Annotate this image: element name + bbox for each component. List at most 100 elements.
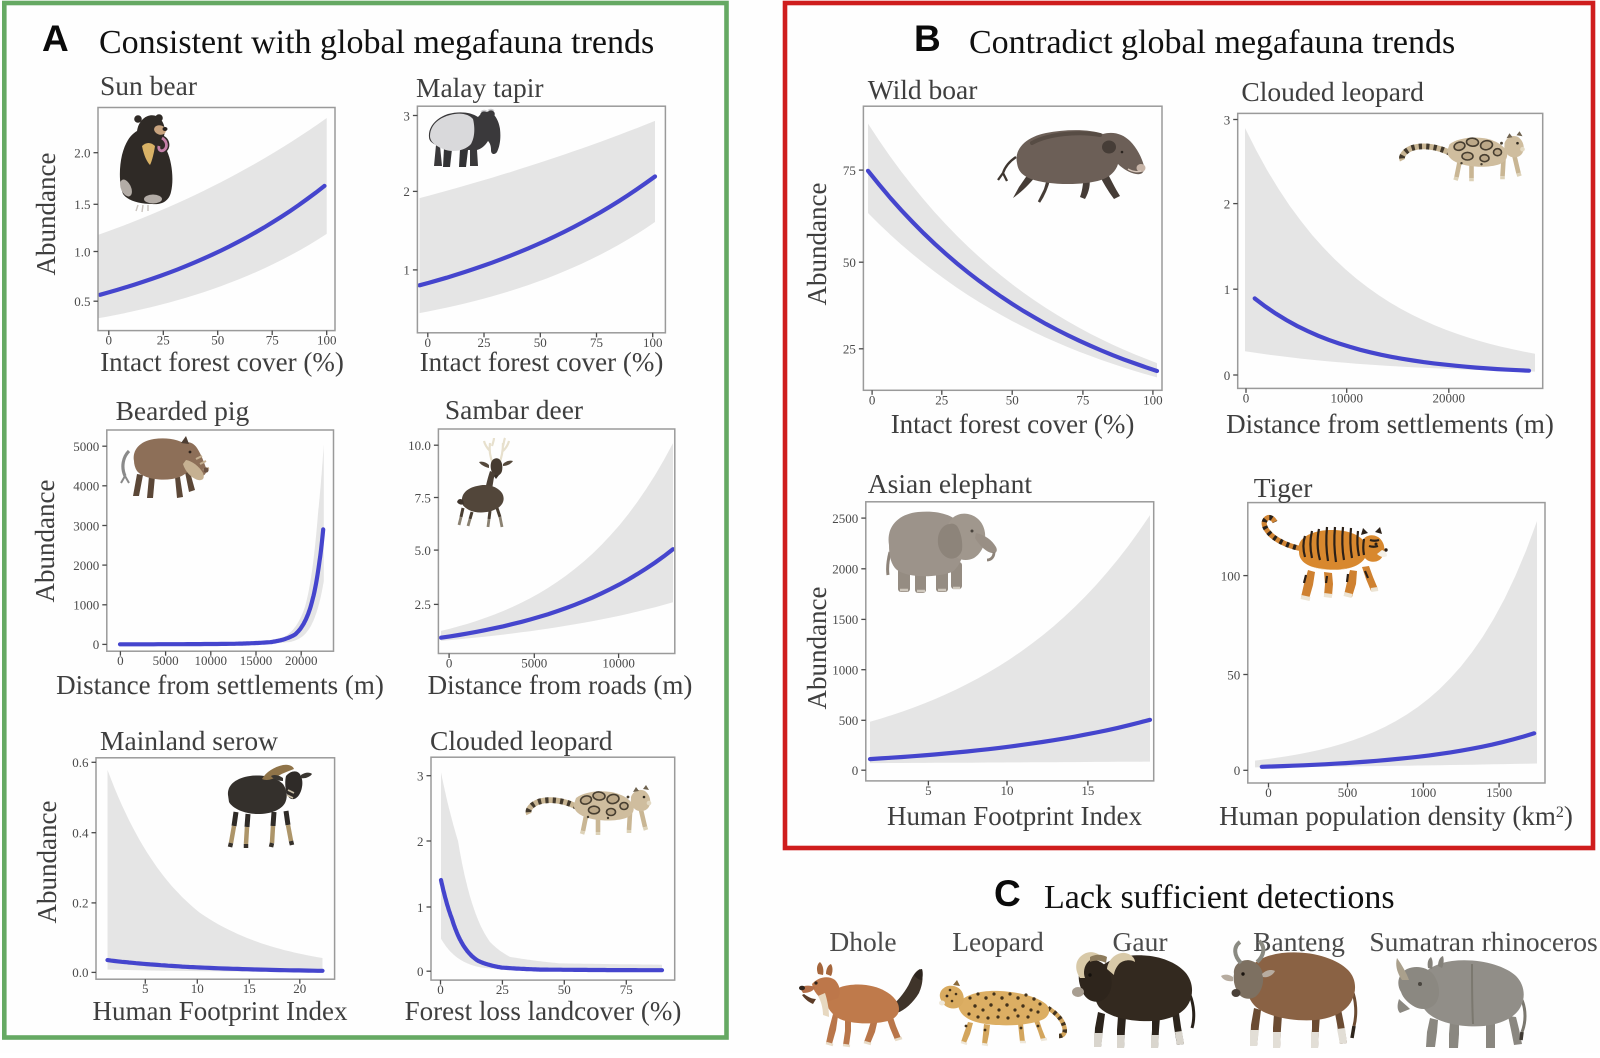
svg-text:Abundance: Abundance	[802, 183, 832, 306]
svg-text:0: 0	[417, 964, 424, 979]
svg-text:100: 100	[643, 335, 663, 350]
svg-text:Gaur: Gaur	[1113, 926, 1168, 957]
svg-text:3: 3	[403, 108, 410, 123]
svg-text:1.0: 1.0	[74, 244, 90, 259]
svg-text:25: 25	[843, 342, 856, 357]
svg-text:2.0: 2.0	[74, 146, 90, 161]
svg-text:Dhole: Dhole	[829, 926, 896, 957]
svg-text:500: 500	[1338, 785, 1358, 800]
svg-text:10: 10	[191, 981, 204, 996]
svg-text:50: 50	[558, 982, 571, 997]
svg-text:25: 25	[157, 333, 170, 348]
svg-text:C: C	[994, 873, 1021, 914]
svg-text:75: 75	[590, 335, 603, 350]
svg-text:15000: 15000	[240, 653, 273, 668]
svg-text:Abundance: Abundance	[31, 153, 61, 276]
svg-text:0: 0	[1234, 763, 1241, 778]
svg-text:0.4: 0.4	[72, 826, 89, 841]
svg-text:2: 2	[403, 184, 410, 199]
svg-text:100: 100	[1221, 568, 1241, 583]
svg-text:5000: 5000	[73, 439, 99, 454]
svg-text:0: 0	[117, 653, 124, 668]
svg-text:Banteng: Banteng	[1253, 926, 1345, 957]
svg-text:Abundance: Abundance	[32, 801, 62, 924]
svg-text:0: 0	[1243, 390, 1250, 405]
svg-text:Clouded leopard: Clouded leopard	[430, 725, 613, 756]
svg-text:10: 10	[1001, 783, 1014, 798]
svg-text:10.0: 10.0	[408, 438, 431, 453]
svg-text:0.2: 0.2	[72, 896, 88, 911]
svg-text:Leopard: Leopard	[952, 926, 1044, 957]
svg-text:Clouded leopard: Clouded leopard	[1241, 76, 1424, 107]
svg-text:15: 15	[243, 981, 256, 996]
svg-text:1: 1	[1224, 282, 1231, 297]
svg-text:0.5: 0.5	[74, 294, 90, 309]
svg-text:100: 100	[1143, 392, 1163, 407]
svg-text:Wild boar: Wild boar	[868, 74, 978, 105]
svg-text:1000: 1000	[832, 663, 858, 678]
svg-text:50: 50	[534, 335, 547, 350]
svg-text:100: 100	[317, 333, 337, 348]
svg-text:0: 0	[1224, 368, 1231, 383]
svg-text:2: 2	[1224, 196, 1231, 211]
svg-text:1000: 1000	[73, 598, 99, 613]
svg-text:2500: 2500	[832, 511, 858, 526]
svg-text:0: 0	[93, 637, 100, 652]
svg-text:75: 75	[843, 163, 856, 178]
svg-text:Distance from settlements (m): Distance from settlements (m)	[1226, 409, 1554, 439]
svg-text:1500: 1500	[1486, 785, 1512, 800]
svg-text:20000: 20000	[285, 653, 318, 668]
svg-text:Human Footprint Index: Human Footprint Index	[93, 996, 348, 1026]
svg-text:5000: 5000	[521, 656, 547, 671]
svg-text:75: 75	[620, 982, 633, 997]
svg-text:Intact forest cover (%): Intact forest cover (%)	[420, 347, 664, 377]
svg-text:2.5: 2.5	[415, 597, 431, 612]
svg-text:0: 0	[852, 763, 859, 778]
svg-text:75: 75	[1076, 392, 1089, 407]
svg-text:3: 3	[417, 769, 424, 784]
svg-text:0.0: 0.0	[72, 965, 88, 980]
svg-text:1: 1	[403, 263, 410, 278]
svg-text:Lack sufficient detections: Lack sufficient detections	[1044, 879, 1395, 916]
svg-text:0.6: 0.6	[72, 755, 89, 770]
svg-text:1000: 1000	[1410, 785, 1436, 800]
svg-text:20000: 20000	[1433, 390, 1466, 405]
svg-text:15: 15	[1081, 783, 1094, 798]
svg-text:0: 0	[869, 392, 876, 407]
svg-text:5.0: 5.0	[415, 543, 431, 558]
svg-text:A: A	[42, 18, 69, 59]
svg-text:4000: 4000	[73, 479, 99, 494]
svg-text:5: 5	[142, 981, 149, 996]
svg-text:5: 5	[925, 783, 932, 798]
svg-text:50: 50	[211, 333, 224, 348]
svg-text:Tiger: Tiger	[1254, 472, 1313, 503]
svg-text:1: 1	[417, 900, 424, 915]
svg-text:7.5: 7.5	[415, 490, 431, 505]
svg-text:Human population density (km2): Human population density (km2)	[1219, 801, 1573, 831]
svg-text:1500: 1500	[832, 612, 858, 627]
svg-text:Distance from settlements (m): Distance from settlements (m)	[56, 670, 384, 700]
svg-text:Consistent with global megafau: Consistent with global megafauna trends	[99, 24, 654, 61]
svg-text:10000: 10000	[195, 653, 228, 668]
svg-text:0: 0	[1265, 785, 1272, 800]
svg-text:Forest loss landcover (%): Forest loss landcover (%)	[405, 996, 682, 1026]
svg-text:Sambar deer: Sambar deer	[445, 394, 583, 425]
svg-text:500: 500	[839, 713, 859, 728]
svg-text:Abundance: Abundance	[30, 480, 60, 603]
svg-text:3: 3	[1224, 112, 1231, 127]
svg-text:Asian elephant: Asian elephant	[868, 468, 1033, 499]
svg-text:Sumatran rhinoceros: Sumatran rhinoceros	[1369, 926, 1597, 957]
svg-text:Human Footprint Index: Human Footprint Index	[887, 801, 1142, 831]
svg-text:0: 0	[446, 656, 453, 671]
svg-text:0: 0	[437, 982, 444, 997]
svg-text:Malay tapir: Malay tapir	[416, 72, 544, 103]
svg-text:1.5: 1.5	[74, 197, 90, 212]
svg-text:2000: 2000	[73, 558, 99, 573]
svg-text:Bearded pig: Bearded pig	[116, 395, 250, 426]
svg-text:Sun bear: Sun bear	[100, 70, 197, 101]
svg-text:25: 25	[478, 335, 491, 350]
svg-text:10000: 10000	[602, 656, 635, 671]
svg-text:50: 50	[1227, 667, 1240, 682]
svg-text:3000: 3000	[73, 518, 99, 533]
svg-text:Mainland serow: Mainland serow	[100, 725, 278, 756]
